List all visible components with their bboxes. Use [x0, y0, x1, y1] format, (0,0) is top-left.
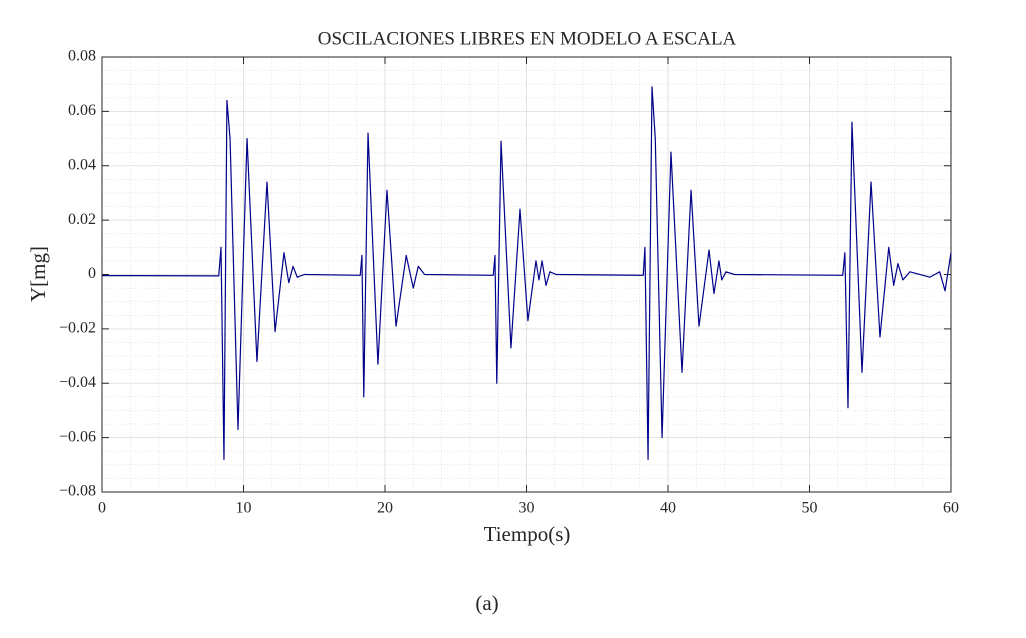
- y-tick-label: 0: [88, 265, 96, 282]
- y-tick-label: −0.04: [59, 374, 96, 391]
- x-tick-label: 30: [519, 500, 535, 517]
- y-tick-label: −0.08: [59, 483, 96, 500]
- y-tick-label: 0.02: [68, 211, 96, 228]
- x-tick-label: 60: [943, 500, 959, 517]
- x-tick-label: 0: [98, 500, 106, 517]
- x-axis-label: Tiempo(s): [484, 522, 571, 546]
- chart-title: OSCILACIONES LIBRES EN MODELO A ESCALA: [318, 28, 737, 49]
- y-tick-label: 0.04: [68, 156, 96, 173]
- y-axis-label: Y[mg]: [26, 246, 50, 302]
- caption: (a): [475, 591, 498, 615]
- y-tick-label: −0.06: [59, 428, 96, 445]
- data-line: [101, 86, 952, 460]
- x-tick-label: 50: [802, 500, 818, 517]
- y-tick-label: 0.08: [68, 48, 96, 65]
- x-tick-label: 10: [236, 500, 252, 517]
- x-tick-label: 40: [660, 500, 676, 517]
- x-tick-label: 20: [377, 500, 393, 517]
- y-tick-label: 0.06: [68, 102, 96, 119]
- plot-frame: [101, 56, 952, 493]
- y-tick-label: −0.02: [59, 320, 96, 337]
